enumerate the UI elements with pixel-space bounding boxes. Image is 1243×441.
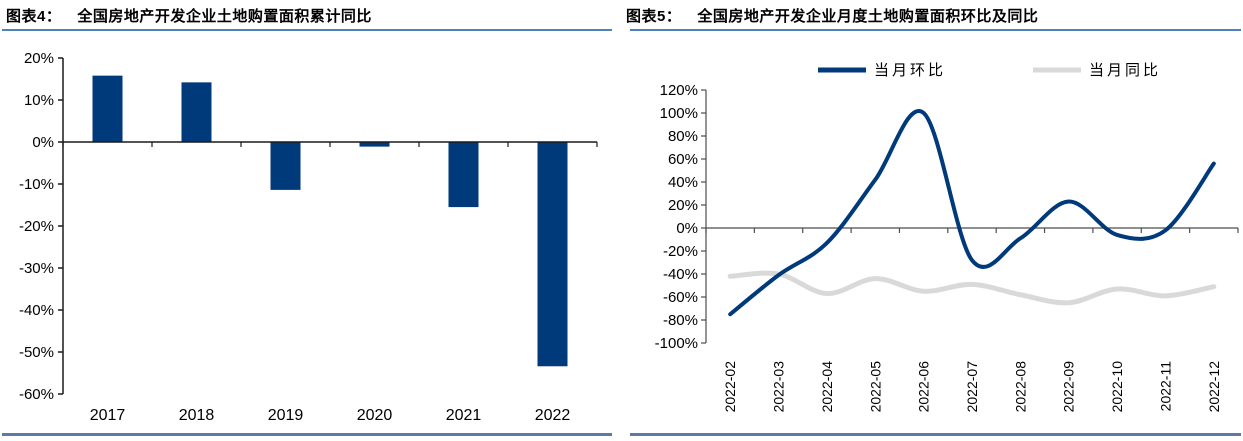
x-tick-label: 2018 <box>179 407 215 424</box>
bar-2020 <box>359 142 390 147</box>
figure-5-footer-rule <box>630 433 1241 436</box>
y-tick-label: 40% <box>668 174 698 191</box>
bar-2022 <box>537 142 568 367</box>
figure-4-header: 图表4： 全国房地产开发企业土地购置面积累计同比 <box>6 5 612 26</box>
y-tick-label: -20% <box>663 243 698 260</box>
y-tick-label: -30% <box>19 260 54 277</box>
x-tick-label: 2021 <box>446 407 482 424</box>
figure-4-footer-rule <box>2 433 612 436</box>
figure-5-header: 图表5： 全国房地产开发企业月度土地购置面积环比及同比 <box>626 5 1235 26</box>
x-tick-label: 2022-11 <box>1157 361 1173 412</box>
x-tick-label: 2022-12 <box>1206 361 1222 413</box>
y-tick-label: -60% <box>19 386 54 403</box>
figure-4-title-rule <box>2 29 612 31</box>
panel-figure-5: 图表5： 全国房地产开发企业月度土地购置面积环比及同比 当月环比 当月同比 120% 1… <box>620 0 1243 441</box>
bar-chart-svg: 20% 10% 0% -10% -20% -30% -40% -50% -60% 2017 2018… <box>19 50 598 424</box>
bar-2021 <box>448 142 479 208</box>
legend-label-2: 当月同比 <box>1089 62 1161 79</box>
y-tick-label: 100% <box>660 105 698 122</box>
x-tick-label: 2019 <box>268 407 304 424</box>
y-tick-label: -100% <box>655 335 698 352</box>
figure-5-title: 全国房地产开发企业月度土地购置面积环比及同比 <box>697 8 1039 25</box>
figure-5-title-rule <box>630 29 1241 31</box>
series-line-当月同比 <box>727 270 1217 306</box>
y-tick-label: 0% <box>676 220 698 237</box>
x-tick-label: 2022-07 <box>964 361 980 413</box>
x-tick-label: 2022-02 <box>722 361 738 413</box>
series-line-当月环比 <box>728 109 1216 317</box>
y-tick-label: -60% <box>663 289 698 306</box>
figure-4-title: 全国房地产开发企业土地购置面积累计同比 <box>77 8 372 25</box>
y-tick-label: 20% <box>24 50 54 67</box>
x-tick-label: 2022-08 <box>1012 361 1028 413</box>
bar-2018 <box>181 82 212 142</box>
figure-4-tag: 图表4： <box>6 8 62 25</box>
x-tick-label: 2022-04 <box>819 361 835 413</box>
y-tick-label: 60% <box>668 151 698 168</box>
y-tick-label: -20% <box>19 218 54 235</box>
figure-5-tag: 图表5： <box>626 8 682 25</box>
y-tick-label: -10% <box>19 176 54 193</box>
panel-figure-4: 图表4： 全国房地产开发企业土地购置面积累计同比 20% 10% 0% -10% -20%… <box>0 0 620 441</box>
x-tick-label: 2022-06 <box>916 361 932 413</box>
x-tick-label: 2022-10 <box>1109 361 1125 413</box>
y-tick-label: -80% <box>663 312 698 329</box>
figure-5-line-chart: 当月环比 当月同比 120% 100% 80% 60% 40% 20% 0% -20% -40% -6… <box>620 30 1243 435</box>
line-chart-svg: 当月环比 当月同比 120% 100% 80% 60% 40% 20% 0% -20% -40% -6… <box>655 62 1239 413</box>
y-tick-label: -40% <box>19 302 54 319</box>
y-tick-label: 0% <box>32 134 54 151</box>
bar-2019 <box>270 142 301 190</box>
x-tick-label: 2020 <box>357 407 393 424</box>
x-tick-label: 2022-03 <box>771 361 787 413</box>
y-tick-label: 80% <box>668 128 698 145</box>
y-tick-label: 120% <box>660 82 698 99</box>
x-tick-label: 2017 <box>90 407 126 424</box>
x-tick-label: 2022 <box>535 407 571 424</box>
y-tick-label: -40% <box>663 266 698 283</box>
x-tick-label: 2022-05 <box>867 361 883 413</box>
figure-4-bar-chart: 20% 10% 0% -10% -20% -30% -40% -50% -60% 2017 2018… <box>0 30 620 435</box>
y-tick-label: 10% <box>24 92 54 109</box>
legend-label-1: 当月环比 <box>874 62 946 79</box>
bar-2017 <box>92 75 123 142</box>
y-tick-label: 20% <box>668 197 698 214</box>
y-tick-label: -50% <box>19 344 54 361</box>
x-tick-label: 2022-09 <box>1061 361 1077 413</box>
